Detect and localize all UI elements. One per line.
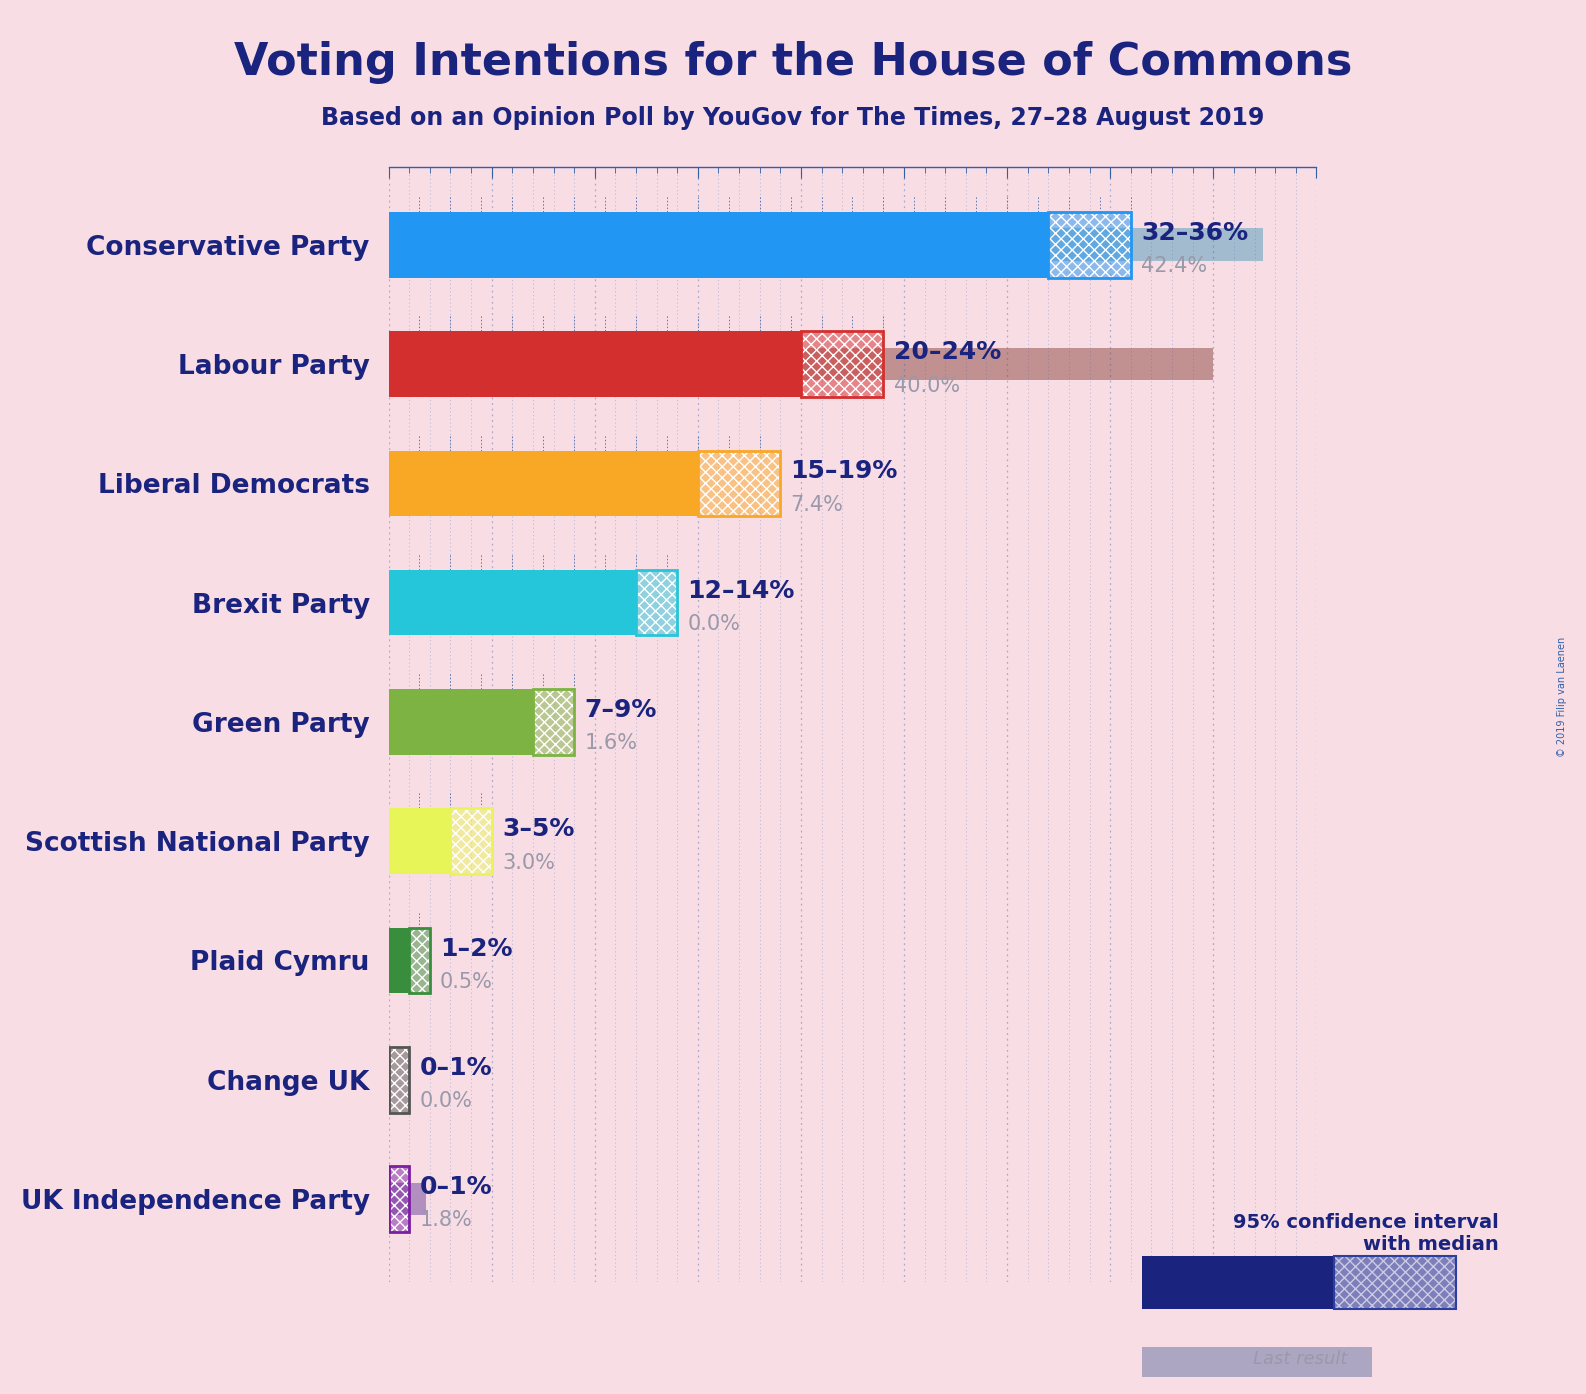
Bar bbox=[409, 927, 430, 994]
Bar bbox=[389, 705, 422, 739]
Bar bbox=[389, 825, 450, 857]
Bar bbox=[636, 570, 677, 636]
Bar bbox=[698, 450, 780, 516]
Bar bbox=[533, 689, 574, 754]
Bar bbox=[450, 809, 492, 874]
Bar bbox=[389, 332, 801, 397]
Text: 3–5%: 3–5% bbox=[501, 817, 574, 841]
Text: Voting Intentions for the House of Commons: Voting Intentions for the House of Commo… bbox=[233, 42, 1353, 84]
Bar bbox=[389, 1047, 409, 1112]
Text: 20–24%: 20–24% bbox=[895, 340, 1001, 364]
Text: 95% confidence interval
with median: 95% confidence interval with median bbox=[1232, 1213, 1499, 1255]
Text: 15–19%: 15–19% bbox=[790, 460, 898, 484]
Bar bbox=[698, 450, 780, 516]
Bar bbox=[698, 450, 780, 516]
Text: 0.5%: 0.5% bbox=[441, 972, 493, 993]
Text: 1–2%: 1–2% bbox=[441, 937, 512, 960]
Bar bbox=[801, 332, 883, 397]
Text: © 2019 Filip van Laenen: © 2019 Filip van Laenen bbox=[1557, 637, 1567, 757]
Bar bbox=[389, 689, 533, 754]
Text: 1.8%: 1.8% bbox=[419, 1210, 473, 1231]
Bar bbox=[389, 1167, 409, 1232]
Bar bbox=[1334, 1256, 1456, 1309]
Text: 42.4%: 42.4% bbox=[1140, 256, 1207, 276]
Text: 40.0%: 40.0% bbox=[895, 375, 960, 396]
Bar bbox=[409, 927, 430, 994]
Bar bbox=[533, 689, 574, 754]
Bar bbox=[801, 332, 883, 397]
Text: 3.0%: 3.0% bbox=[501, 853, 555, 873]
Bar bbox=[389, 1167, 409, 1232]
Text: Last result: Last result bbox=[1253, 1351, 1348, 1368]
Text: 0–1%: 0–1% bbox=[419, 1055, 492, 1080]
Text: 7–9%: 7–9% bbox=[584, 698, 657, 722]
Bar bbox=[389, 1167, 409, 1232]
Bar bbox=[801, 332, 883, 397]
Bar bbox=[636, 570, 677, 636]
Bar bbox=[1142, 1256, 1334, 1309]
Text: 1.6%: 1.6% bbox=[584, 733, 638, 753]
Bar bbox=[389, 570, 636, 636]
Text: 0.0%: 0.0% bbox=[687, 615, 741, 634]
Text: 0.0%: 0.0% bbox=[419, 1092, 473, 1111]
Bar bbox=[389, 1047, 409, 1112]
Bar bbox=[389, 1047, 409, 1112]
Bar bbox=[389, 944, 400, 977]
Bar bbox=[1048, 212, 1131, 277]
Bar bbox=[389, 347, 1213, 381]
Bar bbox=[533, 689, 574, 754]
Text: 7.4%: 7.4% bbox=[790, 495, 844, 514]
Bar bbox=[389, 467, 541, 500]
Bar bbox=[389, 212, 1048, 277]
Text: 0–1%: 0–1% bbox=[419, 1175, 492, 1199]
Text: Based on an Opinion Poll by YouGov for The Times, 27–28 August 2019: Based on an Opinion Poll by YouGov for T… bbox=[322, 106, 1264, 131]
Text: 12–14%: 12–14% bbox=[687, 579, 795, 602]
Bar bbox=[409, 927, 430, 994]
Bar bbox=[450, 809, 492, 874]
Bar bbox=[1048, 212, 1131, 277]
Bar bbox=[389, 229, 1262, 261]
Bar bbox=[1334, 1256, 1456, 1309]
Text: 32–36%: 32–36% bbox=[1140, 220, 1248, 245]
Bar bbox=[450, 809, 492, 874]
Bar bbox=[1142, 1347, 1372, 1377]
Bar bbox=[389, 1182, 425, 1216]
Bar bbox=[389, 809, 450, 874]
Bar bbox=[389, 927, 409, 994]
Bar bbox=[1048, 212, 1131, 277]
Bar bbox=[636, 570, 677, 636]
Bar bbox=[389, 450, 698, 516]
